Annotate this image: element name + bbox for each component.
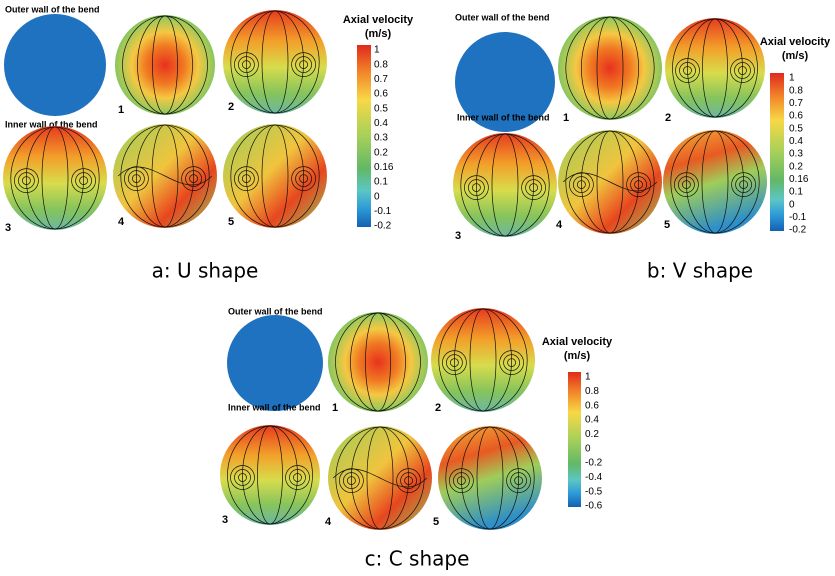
- colorbar-tick-label: 0.6: [585, 400, 599, 411]
- colorbar-tick-label: 0.4: [374, 118, 388, 129]
- figure: Outer wall of the bend Inner wall of the …: [0, 0, 835, 576]
- plot-number: 4: [325, 516, 332, 528]
- velocity-contour: [558, 16, 662, 120]
- colorbar-tick-label: 1: [374, 45, 380, 56]
- colorbar-tick-label: 0.4: [585, 415, 599, 426]
- plot-number: 5: [664, 219, 670, 231]
- colorbar-tick-label: 0.6: [374, 89, 388, 100]
- inner-wall-label: Inner wall of the bend: [228, 402, 321, 412]
- colorbar-tick-label: -0.1: [789, 212, 807, 223]
- colorbar-tick-label: -0.2: [585, 458, 603, 469]
- colorbar-tick-label: 0.7: [789, 98, 803, 109]
- colorbar-tick-label: -0.2: [789, 225, 807, 236]
- outer-wall-label: Outer wall of the bend: [228, 306, 323, 316]
- colorbar-tick-label: 0.2: [789, 161, 803, 172]
- colorbar-tick-label: 1: [789, 73, 795, 84]
- colorbar-title: Axial velocity: [760, 36, 831, 48]
- colorbar-title: Axial velocity: [542, 336, 613, 348]
- colorbar: [770, 73, 784, 231]
- colorbar-tick-label: 0: [585, 443, 591, 454]
- colorbar-tick-label: 0.3: [789, 149, 803, 160]
- colorbar-unit: (m/s): [782, 50, 809, 62]
- colorbar-tick-label: -0.2: [374, 221, 392, 232]
- plot-number: 3: [222, 514, 228, 526]
- plot-number: 5: [433, 516, 439, 528]
- plot-number: 1: [563, 112, 569, 124]
- colorbar-tick-label: 0.3: [374, 133, 388, 144]
- colorbar-tick-label: 0.7: [374, 74, 388, 85]
- velocity-contour: [328, 312, 428, 412]
- plot-number: 3: [455, 230, 461, 242]
- caption: c: C shape: [365, 547, 470, 571]
- colorbar-tick-label: 0.2: [585, 429, 599, 440]
- colorbar-tick-label: 0.5: [789, 123, 803, 134]
- colorbar-tick-label: 0.16: [374, 162, 394, 173]
- colorbar-tick-label: 0.16: [789, 174, 809, 185]
- caption: a: U shape: [152, 259, 259, 283]
- colorbar: [357, 45, 371, 227]
- colorbar-tick-label: 0.2: [374, 147, 388, 158]
- outer-wall-label: Outer wall of the bend: [455, 12, 550, 22]
- colorbar-unit: (m/s): [365, 28, 392, 40]
- colorbar-tick-label: 0.8: [585, 386, 599, 397]
- colorbar-tick-label: 0.4: [789, 136, 803, 147]
- plot-number: 1: [118, 104, 124, 116]
- colorbar-tick-label: 0.5: [374, 103, 388, 114]
- colorbar-tick-label: -0.5: [585, 486, 603, 497]
- plot-number: 1: [332, 402, 338, 414]
- outer-wall-section: [227, 315, 323, 411]
- colorbar-tick-label: -0.4: [585, 472, 603, 483]
- plot-number: 4: [118, 216, 125, 228]
- outer-wall-label: Outer wall of the bend: [5, 4, 100, 14]
- colorbar-tick-label: -0.6: [585, 501, 603, 512]
- colorbar-tick-label: 0.6: [789, 111, 803, 122]
- colorbar-tick-label: 0: [789, 199, 795, 210]
- colorbar-tick-label: 0.8: [374, 59, 388, 70]
- plot-number: 2: [435, 402, 441, 414]
- colorbar-title: Axial velocity: [343, 14, 414, 26]
- velocity-contour: [115, 15, 215, 115]
- colorbar-tick-label: 0.1: [374, 177, 388, 188]
- plot-number: 2: [665, 112, 671, 124]
- colorbar-tick-label: 0.1: [789, 187, 803, 198]
- colorbar-tick-label: 1: [585, 372, 591, 383]
- colorbar-tick-label: -0.1: [374, 206, 392, 217]
- colorbar-tick-label: 0.8: [789, 85, 803, 96]
- caption: b: V shape: [647, 259, 753, 283]
- colorbar: [568, 372, 581, 507]
- inner-wall-label: Inner wall of the bend: [457, 112, 550, 122]
- colorbar-unit: (m/s): [564, 350, 591, 362]
- plot-number: 3: [5, 222, 11, 234]
- plot-number: 5: [228, 216, 234, 228]
- outer-wall-section: [4, 14, 106, 116]
- plot-number: 2: [228, 101, 234, 113]
- colorbar-tick-label: 0: [374, 191, 380, 202]
- plot-number: 4: [556, 219, 563, 231]
